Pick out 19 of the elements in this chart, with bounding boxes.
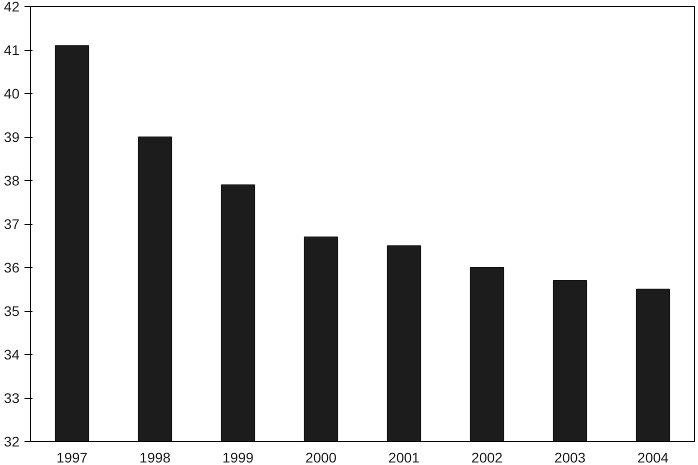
y-tick-label: 38 [4, 172, 20, 188]
x-tick-label: 1999 [222, 450, 254, 465]
x-tick-label: 2001 [388, 450, 420, 465]
y-tick-label: 41 [4, 42, 20, 58]
x-tick-label: 1997 [56, 450, 88, 465]
y-tick-label: 33 [4, 390, 20, 406]
y-tick-label: 36 [4, 260, 20, 276]
y-tick-label: 34 [4, 346, 20, 362]
y-tick-label: 32 [4, 434, 20, 450]
x-tick-label: 2003 [554, 450, 586, 465]
y-tick-label: 37 [4, 216, 20, 232]
x-tick-label: 2004 [637, 450, 669, 465]
y-tick-label: 39 [4, 129, 20, 145]
y-tick-label: 40 [4, 86, 20, 102]
y-tick-label: 35 [4, 303, 20, 319]
x-tick-label: 2002 [471, 450, 503, 465]
y-tick-label: 42 [4, 0, 20, 14]
x-tick-label: 1998 [139, 450, 171, 465]
x-tick-label: 2000 [305, 450, 337, 465]
